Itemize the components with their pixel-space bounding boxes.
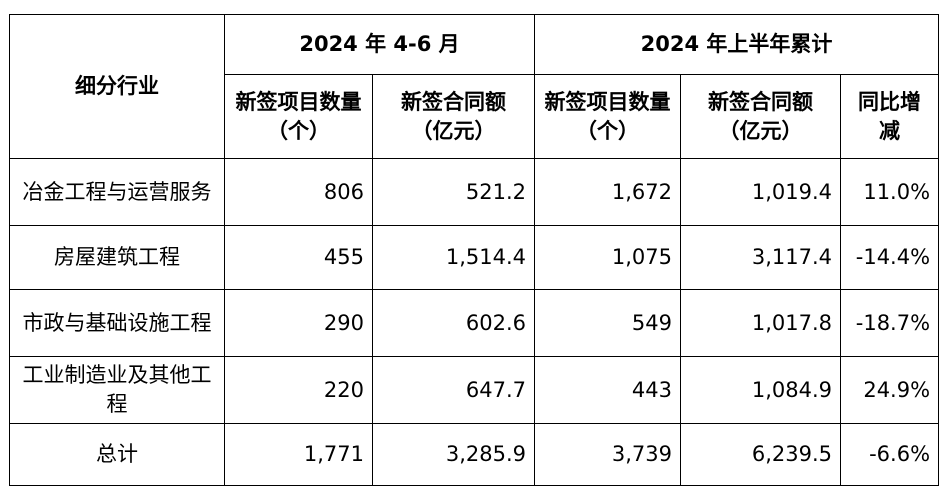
h1-count-header: 新签项目数量（个）: [534, 74, 682, 159]
industry-name: 工业制造业及其他工程: [9, 356, 225, 424]
industry-header: 细分行业: [9, 14, 225, 159]
yoy-cell: 11.0%: [840, 158, 940, 226]
q2-amount-cell: 521.2: [371, 158, 536, 226]
q2-count-header: 新签项目数量（个）: [224, 74, 373, 159]
q2-count-cell: 455: [224, 225, 373, 290]
industry-name: 市政与基础设施工程: [9, 289, 225, 357]
h1-count-cell: 1,672: [534, 158, 682, 226]
yoy-cell: -14.4%: [840, 225, 940, 290]
q2-count-cell: 290: [224, 289, 373, 357]
industry-name: 总计: [9, 423, 225, 486]
table-row: 冶金工程与运营服务 806 521.2 1,672 1,019.4 11.0%: [9, 158, 940, 226]
q2-count-cell: 220: [224, 356, 373, 424]
h1-group-header: 2024 年上半年累计: [534, 14, 940, 75]
yoy-header: 同比增减: [840, 74, 940, 159]
yoy-cell: -6.6%: [840, 423, 940, 486]
q2-count-cell: 1,771: [224, 423, 373, 486]
h1-count-cell: 443: [534, 356, 682, 424]
q2-amount-header: 新签合同额（亿元）: [371, 74, 536, 159]
h1-amount-cell: 1,084.9: [680, 356, 842, 424]
q2-amount-cell: 3,285.9: [371, 423, 536, 486]
h1-amount-cell: 1,019.4: [680, 158, 842, 226]
h1-amount-cell: 6,239.5: [680, 423, 842, 486]
industry-name: 冶金工程与运营服务: [9, 158, 225, 226]
h1-amount-cell: 3,117.4: [680, 225, 842, 290]
q2-amount-cell: 1,514.4: [371, 225, 536, 290]
h1-count-cell: 3,739: [534, 423, 682, 486]
total-row: 总计 1,771 3,285.9 3,739 6,239.5 -6.6%: [9, 423, 940, 486]
q2-group-header: 2024 年 4-6 月: [223, 14, 536, 75]
h1-amount-header: 新签合同额（亿元）: [680, 74, 842, 159]
table-row: 市政与基础设施工程 290 602.6 549 1,017.8 -18.7%: [9, 289, 940, 357]
table-row: 工业制造业及其他工程 220 647.7 443 1,084.9 24.9%: [9, 356, 940, 424]
industry-name: 房屋建筑工程: [9, 225, 225, 290]
h1-amount-cell: 1,017.8: [680, 289, 842, 357]
header-row-1: 细分行业 2024 年 4-6 月 2024 年上半年累计: [9, 14, 940, 159]
q2-amount-cell: 647.7: [371, 356, 536, 424]
contract-table: 细分行业 2024 年 4-6 月 2024 年上半年累计 新签项目数量（个） …: [9, 14, 940, 486]
q2-amount-cell: 602.6: [371, 289, 536, 357]
h1-count-cell: 549: [534, 289, 682, 357]
yoy-cell: -18.7%: [840, 289, 940, 357]
table-row: 房屋建筑工程 455 1,514.4 1,075 3,117.4 -14.4%: [9, 225, 940, 290]
q2-count-cell: 806: [224, 158, 373, 226]
h1-count-cell: 1,075: [534, 225, 682, 290]
yoy-cell: 24.9%: [840, 356, 940, 424]
header-row-2: 新签项目数量（个） 新签合同额（亿元） 新签项目数量（个） 新签合同额（亿元） …: [10, 74, 940, 159]
